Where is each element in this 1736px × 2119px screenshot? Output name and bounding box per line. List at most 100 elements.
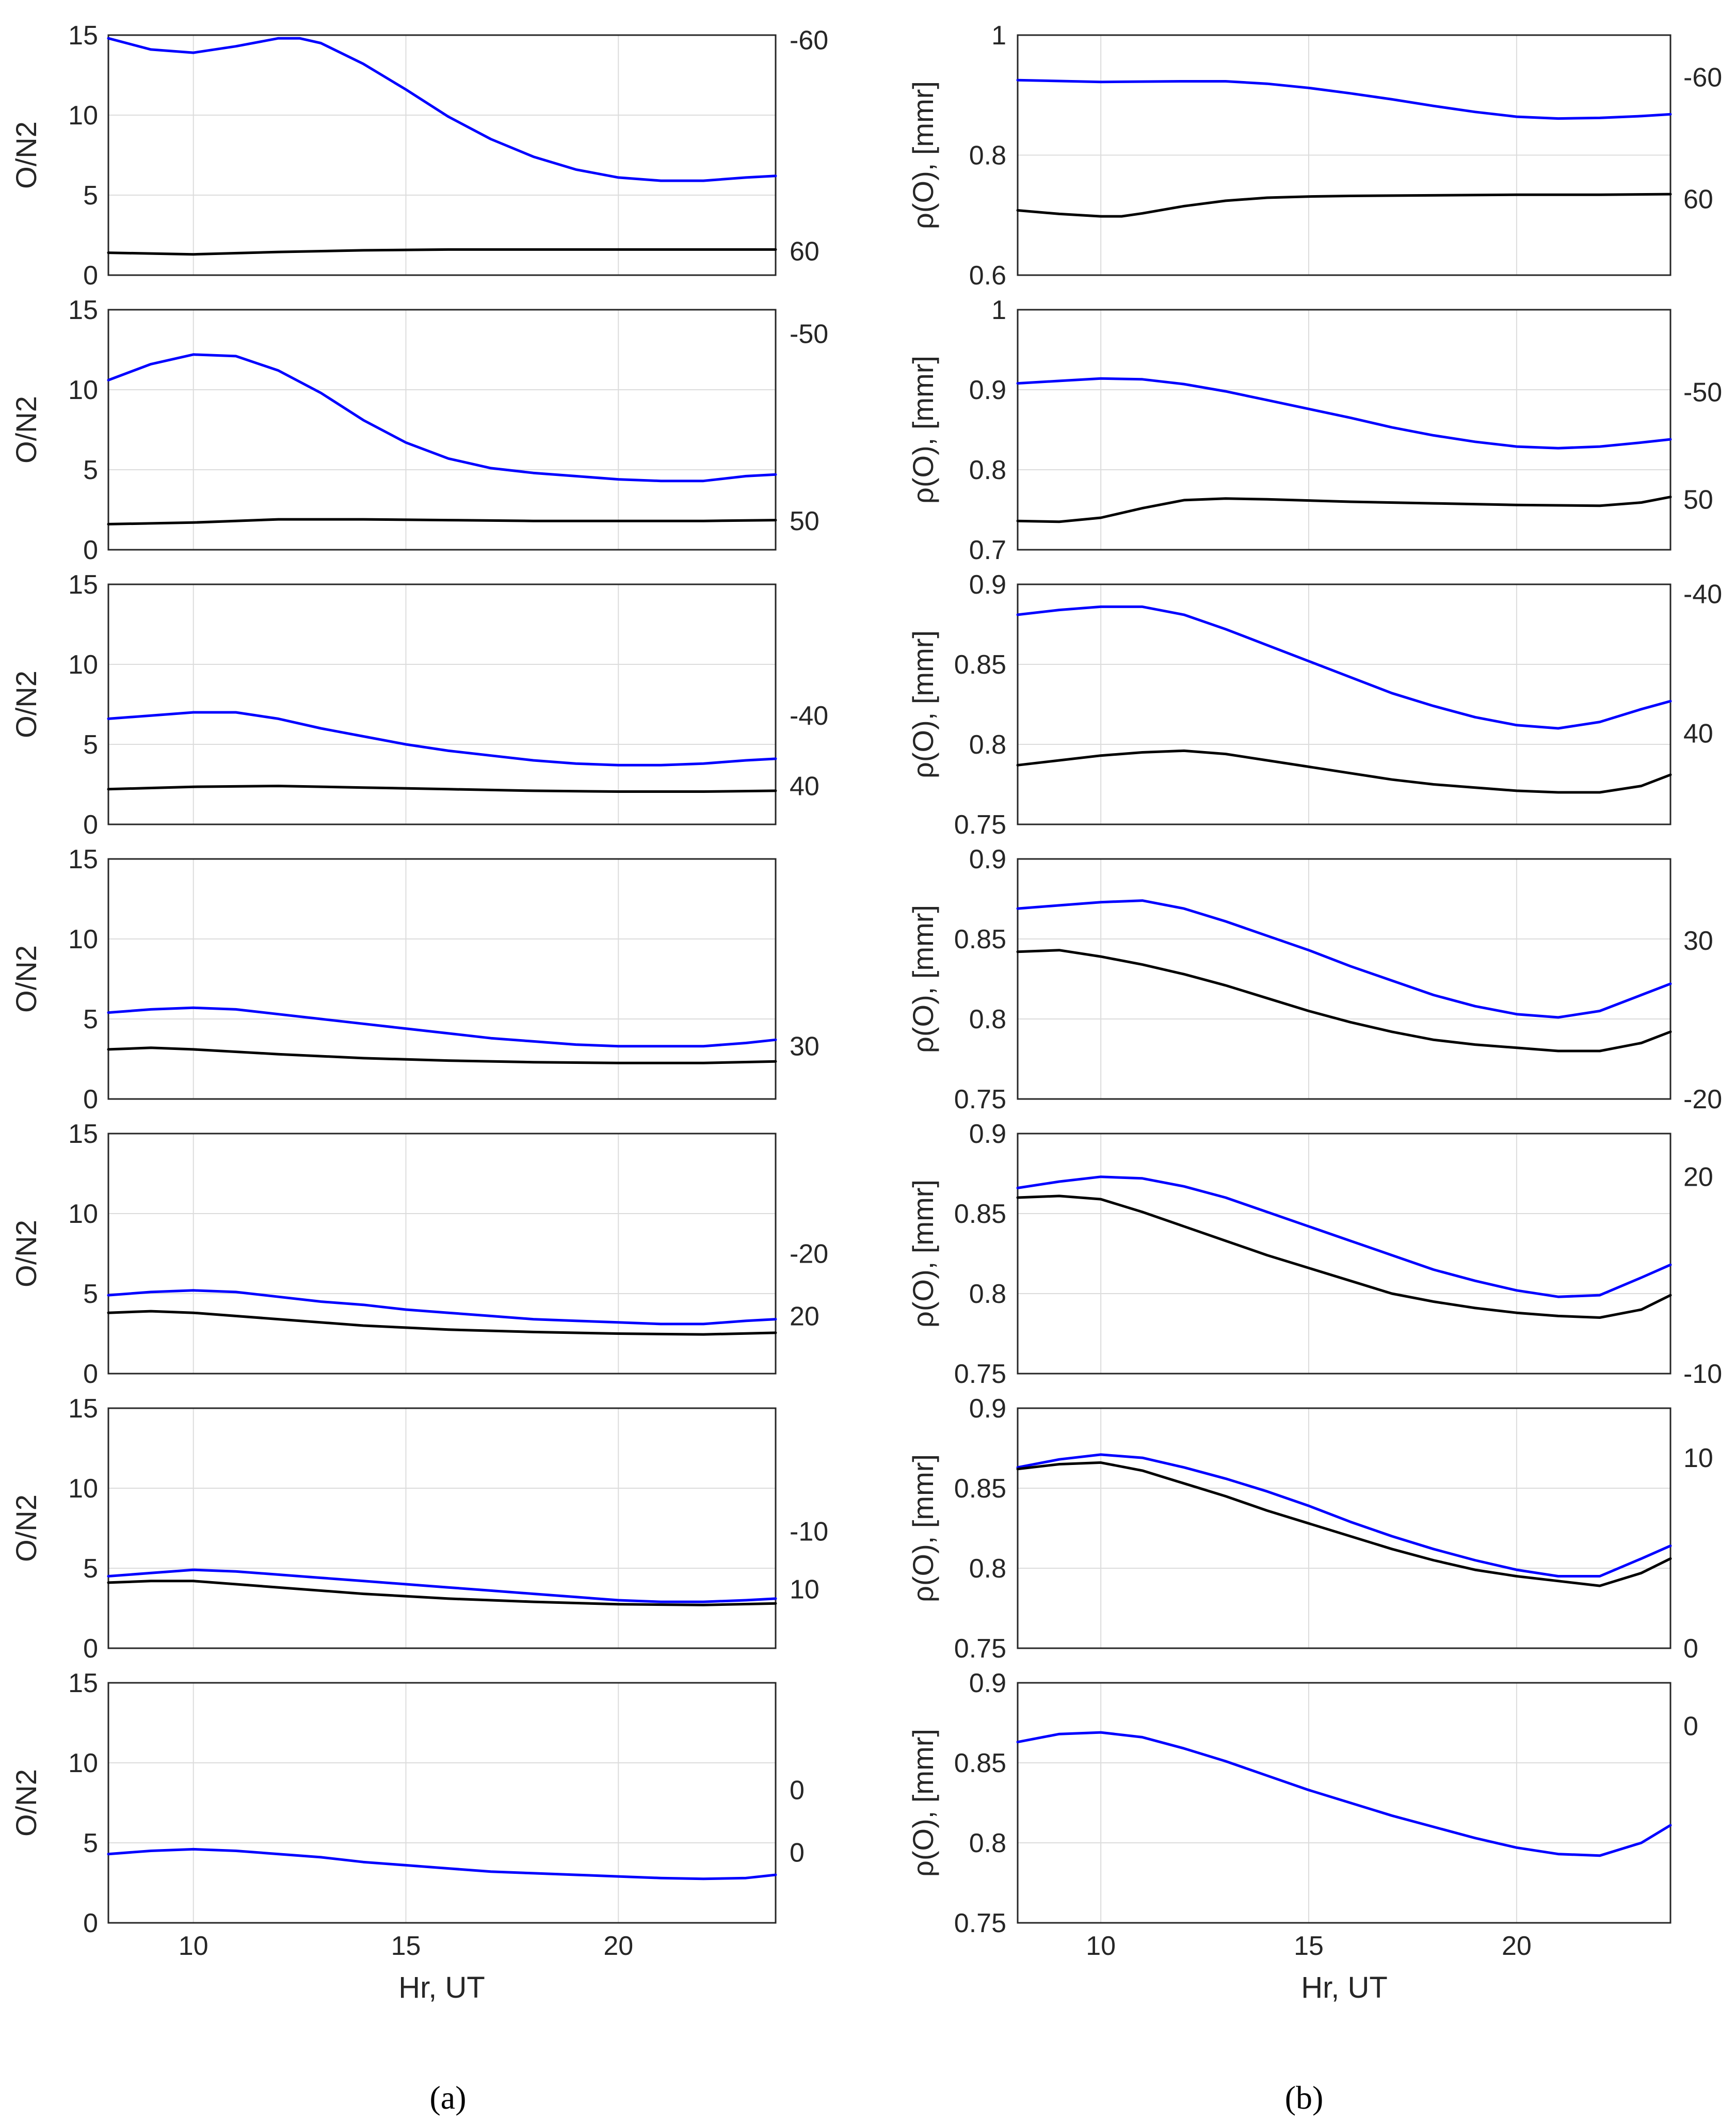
y-axis-label: O/N2 <box>10 1769 42 1837</box>
right-axis-label: 20 <box>1683 1162 1713 1192</box>
y-axis-label: O/N2 <box>10 396 42 464</box>
y-tick-label: 5 <box>83 455 98 485</box>
y-tick-label: 0 <box>83 1359 98 1389</box>
figure-label-a: (a) <box>429 2079 466 2116</box>
y-tick-label: 15 <box>68 1668 98 1698</box>
y-tick-label: 5 <box>83 730 98 760</box>
right-axis-label: 20 <box>790 1301 819 1331</box>
subplot-a-6: 0 5 10 15 O/N2 -10 10 <box>10 1394 828 1664</box>
panel-column-b: 0.6 0.8 1 ρ(O), [mmr] -60 60 0.7 0.8 0.9 1 ρ(O), [… <box>907 21 1722 2004</box>
y-tick-label: 15 <box>68 845 98 874</box>
series-line-60 <box>107 248 777 256</box>
y-tick-label: 0.85 <box>954 1748 1006 1778</box>
plot-area <box>107 858 777 1100</box>
series-line-0 <box>107 1847 777 1881</box>
series-line-20 <box>1016 1194 1672 1319</box>
x-axis-label: Hr, UT <box>398 1971 485 2004</box>
panel-column-a: 051015O/N2-6060051015O/N2-5050051015O/N2… <box>10 21 828 2004</box>
series-line-40 <box>1016 749 1672 794</box>
plot-border <box>1017 858 1671 1100</box>
series-line-0 <box>1016 1731 1672 1857</box>
plot-border <box>1017 34 1671 276</box>
right-axis-label: 50 <box>790 506 819 536</box>
plot-area <box>107 34 777 276</box>
series-line--30 <box>107 1006 777 1048</box>
plot-area <box>107 309 777 551</box>
y-tick-label: 10 <box>68 1474 98 1504</box>
right-axis-label: -60 <box>790 25 828 55</box>
y-tick-label: 5 <box>83 181 98 211</box>
series-line--50 <box>1016 377 1672 450</box>
y-tick-label: 0.8 <box>969 141 1006 171</box>
subplot-b-2: 0.7 0.8 0.9 1 ρ(O), [mmr] -50 50 <box>907 295 1722 565</box>
y-tick-label: 0.75 <box>954 1634 1006 1664</box>
subplot-a-1: 0 5 10 15 O/N2 -60 60 <box>10 21 828 291</box>
y-tick-label: 0 <box>83 261 98 291</box>
y-tick-label: 0.6 <box>969 261 1006 291</box>
series-line-50 <box>107 518 777 525</box>
y-tick-label: 0.8 <box>969 1005 1006 1034</box>
y-axis-label: ρ(O), [mmr] <box>907 356 939 504</box>
y-tick-label: 10 <box>68 1199 98 1229</box>
y-tick-label: 15 <box>68 1119 98 1149</box>
plot-border <box>107 309 777 551</box>
y-tick-label: 0 <box>83 1908 98 1938</box>
y-axis-label: ρ(O), [mmr] <box>907 81 939 229</box>
y-tick-label: 0.9 <box>969 570 1006 600</box>
right-axis-label: -50 <box>790 320 828 349</box>
plot-border <box>1017 583 1671 825</box>
right-axis-label: -20 <box>1683 1085 1722 1114</box>
plot-area <box>107 1133 777 1375</box>
y-tick-label: 0.9 <box>969 845 1006 874</box>
y-tick-label: 10 <box>68 101 98 131</box>
plot-border <box>107 1407 777 1649</box>
plot-area <box>1017 309 1671 551</box>
right-axis-label: 30 <box>1683 926 1713 956</box>
y-tick-label: 0.9 <box>969 375 1006 405</box>
y-tick-label: 0 <box>83 1634 98 1664</box>
y-tick-label: 10 <box>68 1748 98 1778</box>
y-axis-label: O/N2 <box>10 1220 42 1287</box>
y-tick-label: 0.75 <box>954 1359 1006 1389</box>
right-axis-label: 0 <box>790 1776 805 1806</box>
right-axis-label: -60 <box>1683 62 1722 92</box>
right-axis-label: 60 <box>1683 184 1713 214</box>
y-tick-label: 0.85 <box>954 1199 1006 1229</box>
right-axis-label: 40 <box>790 772 819 802</box>
y-axis-label: ρ(O), [mmr] <box>907 1454 939 1602</box>
subplot-a-7: 0 5 10 15 O/N2 0 0 10 15 20 Hr, UT <box>10 1668 805 2004</box>
plot-area <box>107 1407 777 1649</box>
subplot-b-1: 0.6 0.8 1 ρ(O), [mmr] -60 60 <box>907 21 1722 291</box>
y-axis-label: O/N2 <box>10 121 42 189</box>
series-line--20 <box>107 1289 777 1326</box>
y-tick-label: 0.9 <box>969 1394 1006 1424</box>
plot-area <box>1017 1133 1671 1375</box>
y-tick-label: 0.75 <box>954 1085 1006 1114</box>
right-axis-label: -20 <box>790 1239 828 1269</box>
right-axis-label: -10 <box>790 1517 828 1547</box>
y-tick-label: 15 <box>68 570 98 600</box>
plot-area <box>1017 583 1671 825</box>
plot-border <box>107 1682 777 1924</box>
right-axis-label: 40 <box>1683 719 1713 748</box>
series-line-40 <box>107 785 777 793</box>
y-tick-label: 1 <box>991 295 1006 325</box>
plot-area <box>107 583 777 825</box>
subplot-a-3: 0 5 10 15 O/N2 -40 40 <box>10 570 828 840</box>
plot-area <box>107 1682 777 1924</box>
series-line--50 <box>107 353 777 483</box>
y-tick-label: 5 <box>83 1279 98 1309</box>
right-axis-label: 10 <box>1683 1443 1713 1473</box>
subplot-b-3: 0.75 0.8 0.85 0.9 ρ(O), [mmr] -40 40 <box>907 570 1722 840</box>
series-line--10 <box>107 1568 777 1603</box>
y-tick-label: 0 <box>83 1085 98 1114</box>
y-tick-label: 0.8 <box>969 730 1006 760</box>
y-tick-label: 0.85 <box>954 925 1006 954</box>
plot-border <box>107 1133 777 1375</box>
right-axis-label: 10 <box>790 1574 819 1604</box>
y-tick-label: 10 <box>68 650 98 680</box>
y-axis-label: ρ(O), [mmr] <box>907 630 939 778</box>
plot-border <box>1017 1133 1671 1375</box>
plot-area <box>1017 1682 1671 1924</box>
x-axis-label: Hr, UT <box>1301 1971 1388 2004</box>
